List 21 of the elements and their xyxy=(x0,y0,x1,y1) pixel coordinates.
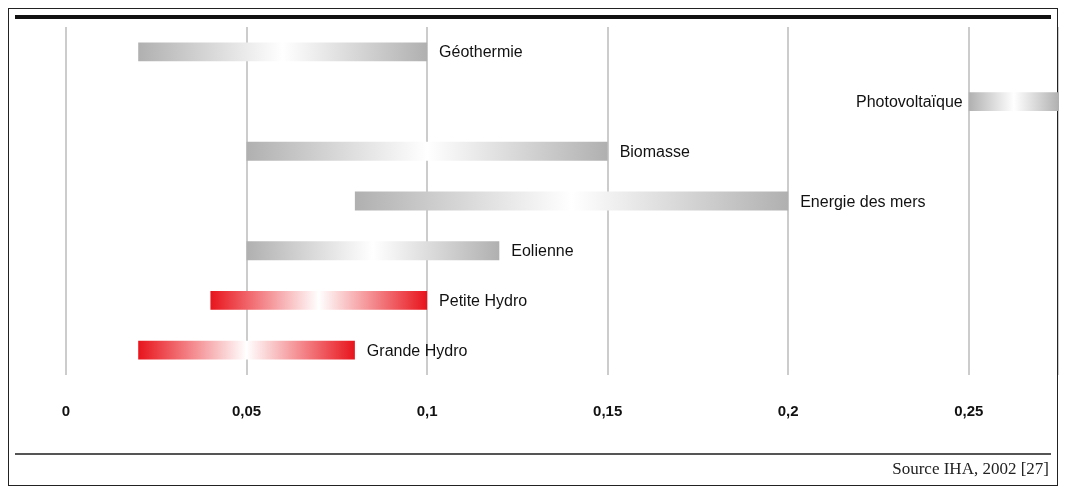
y-tick-label: Petite Hydro xyxy=(439,291,528,309)
y-tick-label: Biomasse xyxy=(619,142,690,160)
x-tick-label: 0,1 xyxy=(416,402,438,419)
bar xyxy=(354,191,789,211)
x-tick-label: 0,15 xyxy=(593,402,623,419)
y-tick-label: Géothermie xyxy=(439,43,523,61)
x-tick-label: 0 xyxy=(61,402,71,419)
bar xyxy=(246,241,500,261)
x-tick-label: 0,2 xyxy=(777,402,799,419)
bar xyxy=(246,141,608,161)
x-tick-label: 0,05 xyxy=(231,402,262,419)
y-tick-label: Eolienne xyxy=(511,242,574,260)
y-tick-label: Grande Hydro xyxy=(366,341,468,359)
bar xyxy=(210,290,428,310)
source-note: Source IHA, 2002 [27] xyxy=(892,459,1049,479)
x-tick-label: 0,25 xyxy=(954,402,984,419)
y-tick-label: Energie des mers xyxy=(800,192,926,210)
bar xyxy=(968,92,1059,112)
bar xyxy=(138,340,355,360)
bar xyxy=(138,42,428,62)
y-tick-label: Photovoltaïque xyxy=(855,93,963,111)
